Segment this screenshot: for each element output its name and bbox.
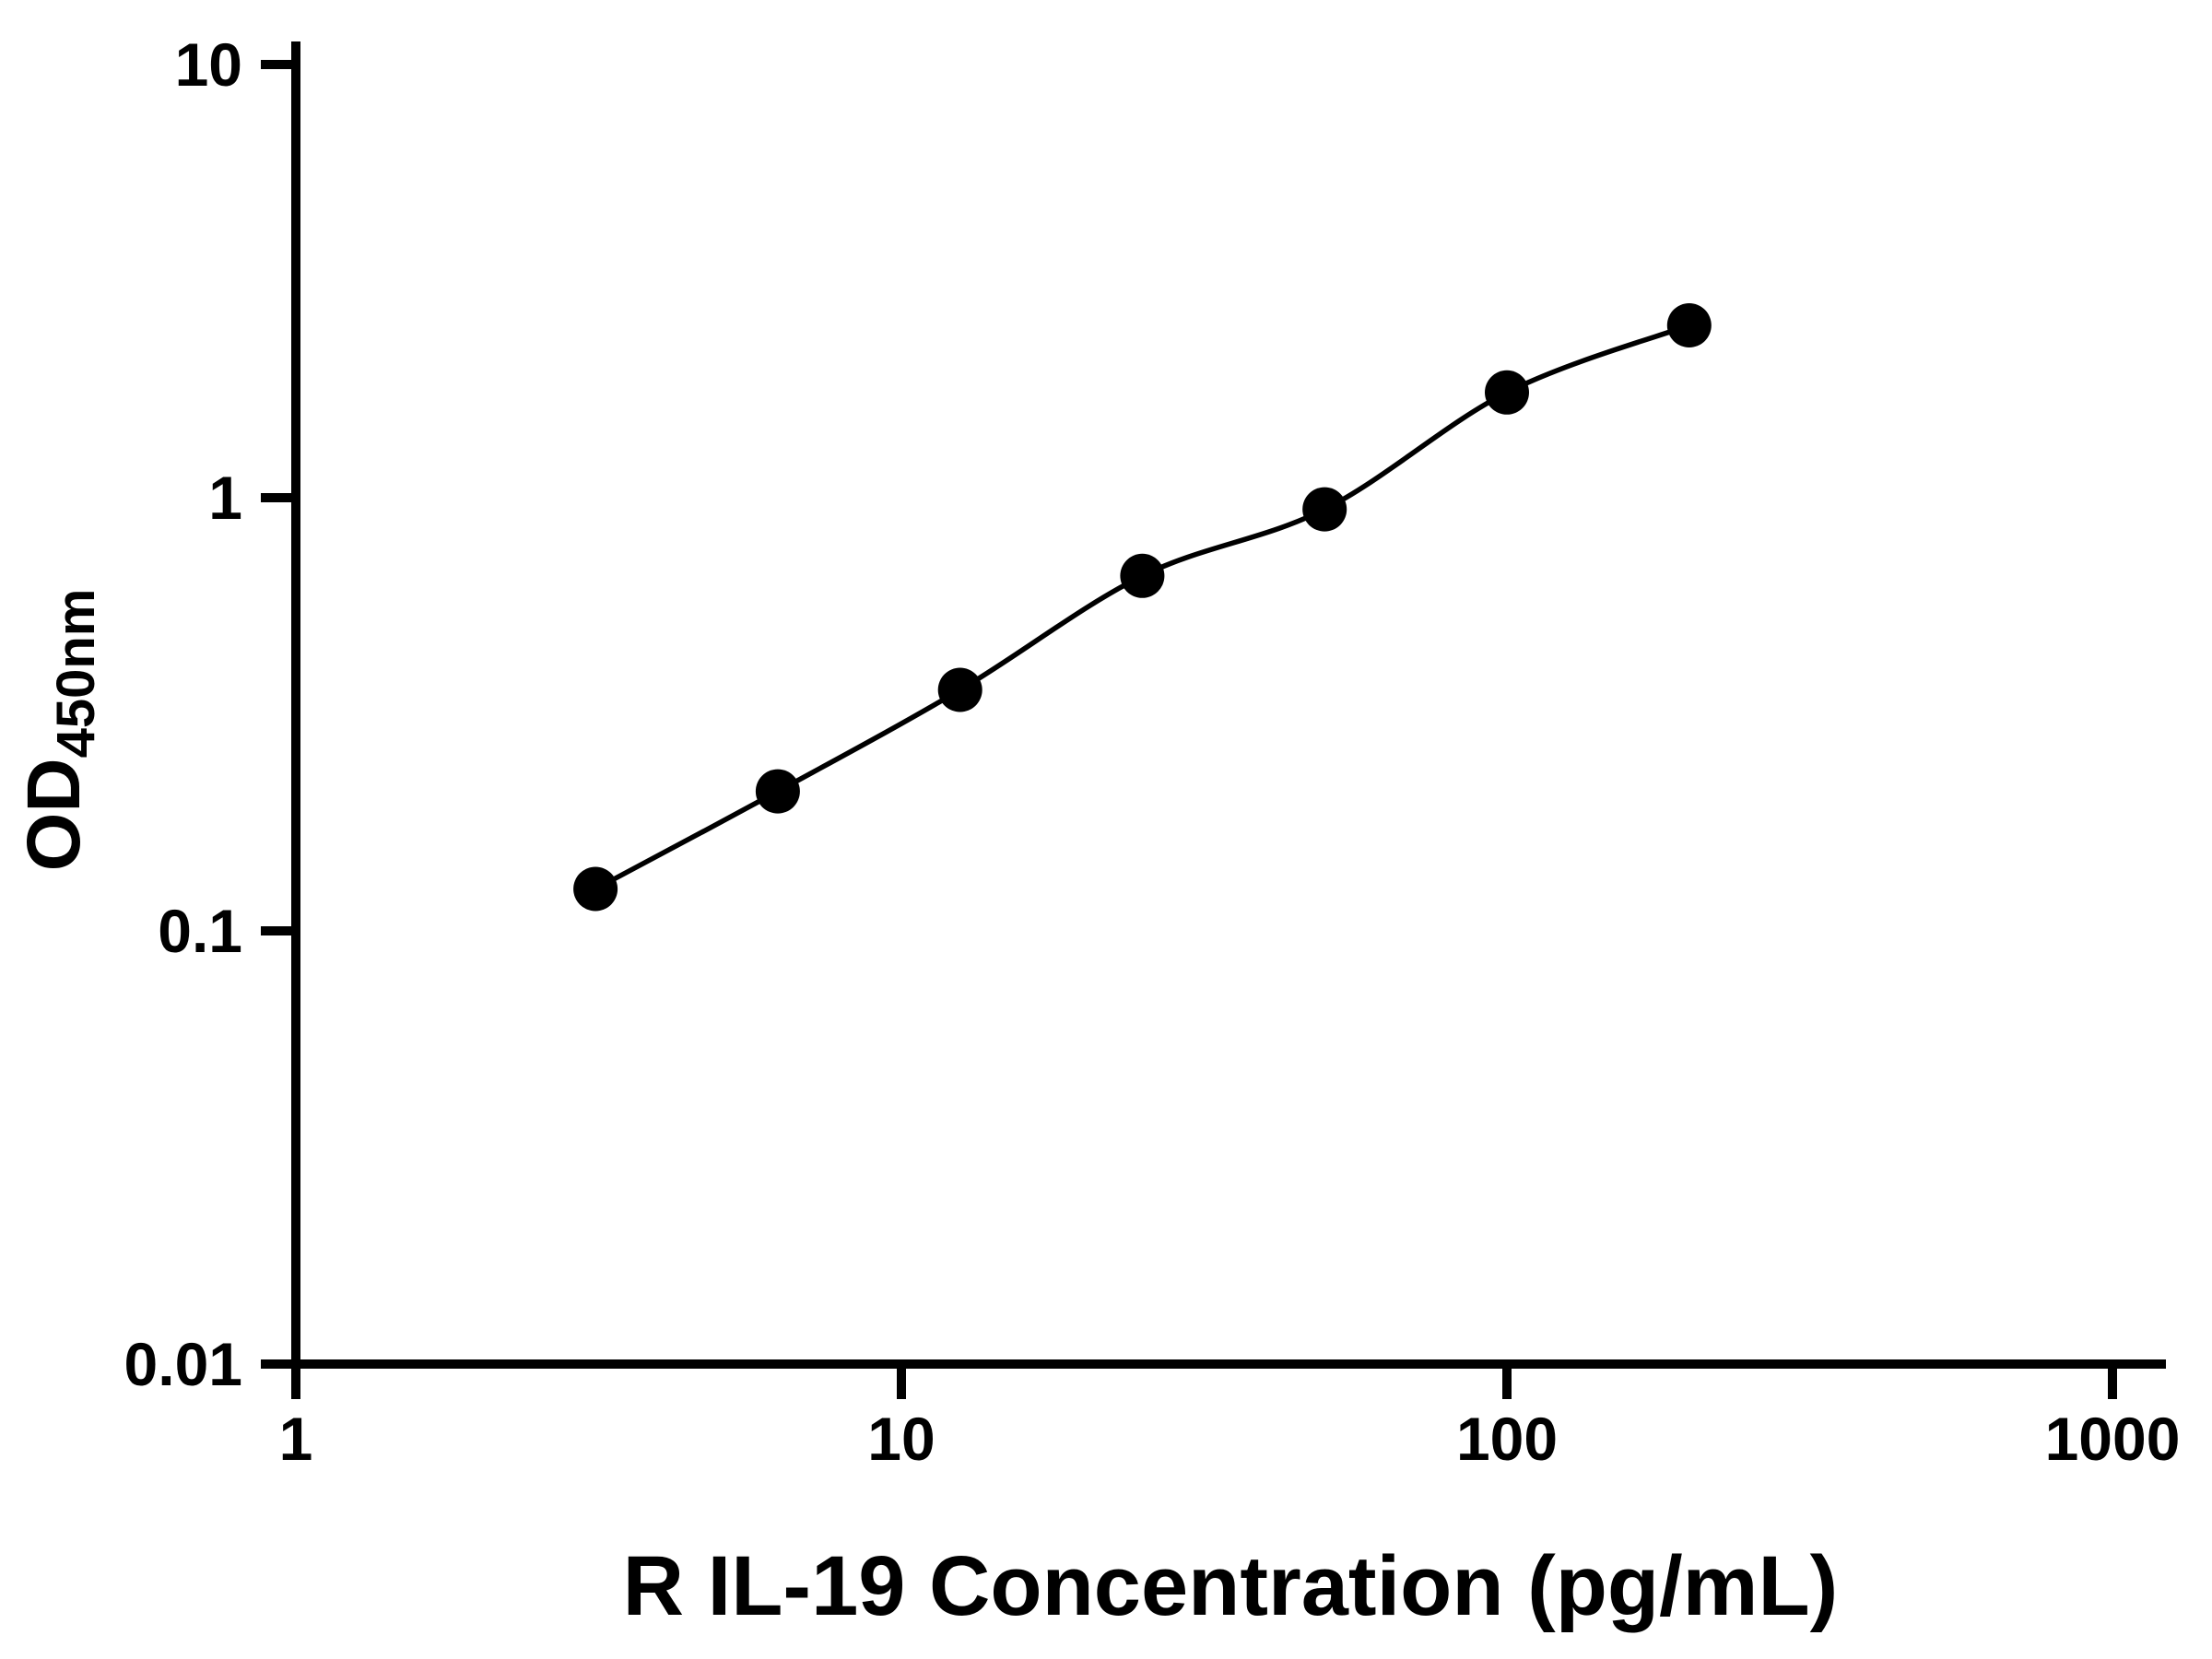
data-point [937,667,982,712]
x-tick-label: 1 [279,1405,313,1473]
axes [291,41,2166,1369]
y-axis-title-main: OD [12,758,96,871]
axis-spines [291,41,2166,1369]
data-point [1666,303,1712,347]
standard-curve [594,323,1690,891]
y-tick-label: 0.01 [124,1330,242,1398]
y-axis-ticks: 0.01 0.1 1 10 [124,30,296,1398]
y-tick-label: 10 [175,30,242,99]
y-axis-title-subscript: 450nm [46,589,106,759]
data-points [573,303,1712,912]
data-point [1302,487,1347,532]
data-point [1120,553,1165,598]
y-tick-label: 0.1 [158,897,242,965]
x-tick-label: 1000 [2045,1405,2181,1473]
y-tick-label: 1 [208,464,242,532]
data-point [573,866,618,912]
data-point [1485,370,1529,415]
x-axis-title: R IL-19 Concentration (pg/mL) [623,1539,1839,1633]
data-point [755,769,800,814]
x-tick-label: 100 [1456,1405,1558,1473]
x-axis-ticks: 1 10 100 1000 [279,1364,2181,1473]
standard-curve-line [594,323,1690,891]
y-axis-title: OD450nm [12,589,106,872]
x-tick-label: 10 [867,1405,935,1473]
